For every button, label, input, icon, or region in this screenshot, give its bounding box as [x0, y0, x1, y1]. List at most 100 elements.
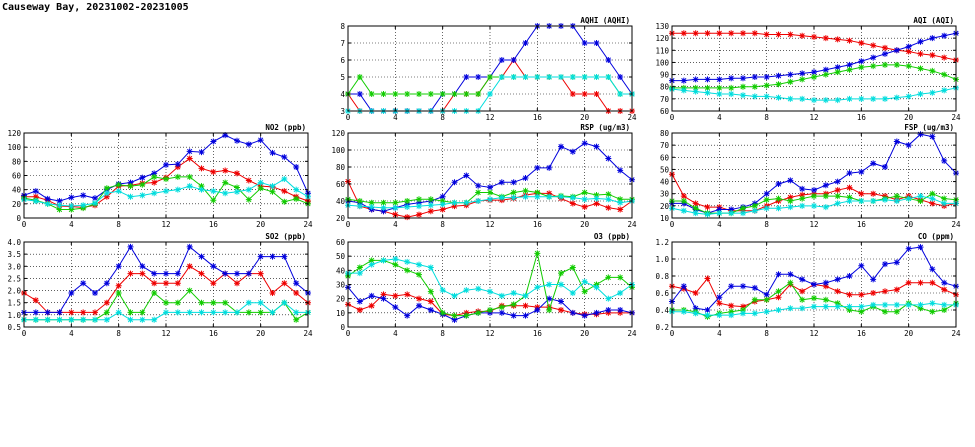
data-point [522, 312, 529, 319]
y-tick-label: 100 [331, 146, 345, 155]
data-point [475, 182, 482, 189]
x-tick-label: 20 [256, 220, 266, 229]
y-tick-label: 1.2 [655, 238, 669, 247]
data-point [680, 198, 687, 204]
data-point [198, 165, 205, 172]
data-point [692, 200, 699, 207]
data-point [368, 203, 375, 210]
data-point [293, 280, 300, 287]
y-tick-label: 1.5 [7, 299, 21, 308]
data-point [751, 83, 758, 90]
data-point [186, 287, 193, 294]
data-point [704, 89, 711, 96]
data-point [929, 89, 936, 96]
data-point [870, 198, 877, 204]
data-point [787, 31, 794, 38]
x-tick-label: 24 [627, 329, 637, 338]
data-point [680, 30, 687, 37]
data-point [740, 303, 746, 310]
data-point [427, 307, 434, 313]
y-tick-label: 50 [336, 252, 346, 261]
x-tick-label: 4 [393, 113, 398, 122]
data-point [811, 187, 817, 194]
chart-fsp: 0 4 8 12 16 20 24 10 20 30 40 50 60 70 80 FSP (ug/m3) [660, 123, 961, 229]
data-point [522, 292, 529, 299]
data-point [811, 281, 817, 288]
x-tick-label: 16 [209, 329, 219, 338]
y-tick-label: 3.5 [7, 250, 21, 259]
data-point [593, 200, 600, 207]
data-point [534, 250, 541, 257]
x-tick-label: 12 [485, 329, 494, 338]
chart-no2: 0 4 8 12 16 20 24 0 20 40 60 80 100 120 NO2 (ppb) [7, 123, 313, 229]
data-point [617, 206, 624, 213]
data-point [581, 278, 588, 285]
data-point [704, 211, 711, 218]
data-point [581, 74, 588, 80]
data-point [222, 309, 229, 316]
data-point [704, 204, 711, 211]
data-point [451, 312, 458, 319]
data-point [210, 280, 217, 287]
data-point [799, 191, 806, 198]
data-point [32, 193, 39, 200]
data-point [740, 310, 746, 317]
data-point [534, 284, 541, 291]
data-point [740, 30, 746, 37]
data-point [44, 316, 51, 323]
data-point [151, 170, 158, 177]
data-point [68, 316, 75, 323]
data-point [581, 189, 588, 196]
x-tick-label: 12 [809, 329, 818, 338]
data-point [905, 195, 912, 202]
data-point [799, 185, 806, 192]
data-point [222, 270, 229, 277]
data-point [451, 292, 458, 299]
data-point [463, 287, 470, 294]
data-point [917, 65, 924, 72]
data-point [799, 32, 806, 39]
x-tick-label: 12 [485, 220, 494, 229]
data-point [68, 290, 75, 296]
data-point [234, 188, 240, 195]
data-point [763, 82, 770, 89]
data-point [775, 307, 782, 313]
data-point [510, 179, 517, 186]
data-point [728, 91, 735, 97]
data-point [198, 186, 205, 193]
y-tick-label: 120 [7, 129, 21, 138]
data-point [929, 308, 936, 315]
data-point [210, 138, 217, 145]
data-point [210, 299, 217, 306]
data-point [151, 290, 158, 296]
data-point [151, 270, 158, 277]
data-point [546, 164, 553, 171]
data-point [917, 50, 924, 57]
data-point [32, 198, 39, 204]
data-point [581, 196, 588, 203]
data-point [522, 74, 529, 80]
data-point [80, 309, 87, 316]
data-point [811, 97, 817, 104]
data-point [763, 308, 770, 315]
data-point [56, 198, 63, 204]
data-point [281, 198, 288, 205]
data-point [522, 40, 529, 46]
data-point [392, 91, 399, 97]
data-point [174, 309, 181, 316]
data-point [929, 190, 936, 197]
data-point [775, 294, 782, 301]
data-point [775, 288, 782, 295]
data-point [834, 36, 841, 43]
data-point [380, 257, 387, 264]
x-tick-label: 8 [440, 329, 445, 338]
data-point [475, 74, 482, 80]
data-point [716, 91, 723, 97]
data-point [534, 193, 541, 200]
y-tick-label: 2.0 [7, 287, 21, 296]
y-tick-label: 60 [660, 107, 670, 116]
data-point [581, 140, 588, 147]
data-point [163, 270, 169, 277]
data-point [728, 206, 735, 213]
data-point [929, 52, 936, 59]
